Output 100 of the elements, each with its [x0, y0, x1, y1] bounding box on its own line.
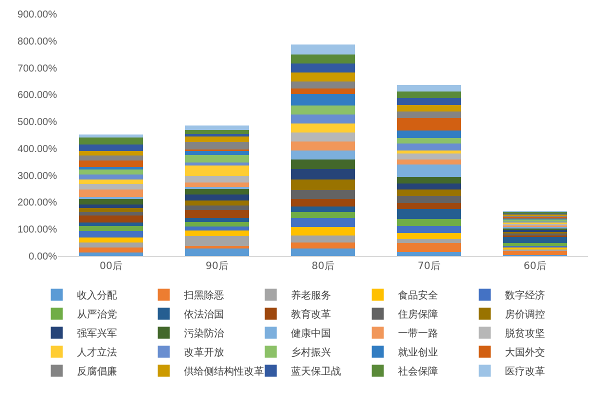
bar [397, 226, 461, 234]
legend-label: 乡村振兴 [290, 346, 331, 359]
legend-label: 污染防治 [184, 328, 224, 340]
bar [291, 190, 355, 199]
bar [291, 94, 355, 106]
bar [397, 118, 461, 131]
legend-label: 住房保障 [398, 308, 438, 321]
legend-label: 强军兴军 [76, 328, 117, 340]
legend-label: 就业创业 [398, 346, 438, 359]
bar [185, 248, 249, 256]
bar [185, 142, 249, 150]
y-tick-label: 400.00% [18, 144, 58, 155]
legend-label: 健康中国 [290, 328, 331, 340]
bar [397, 203, 461, 209]
bar [291, 168, 355, 180]
bar [397, 150, 461, 154]
legend-label: 反腐倡廉 [76, 366, 117, 378]
bar [291, 44, 355, 55]
legend-label: 依法治国 [184, 308, 224, 321]
bar [79, 134, 143, 138]
bar [397, 154, 461, 160]
bar [397, 218, 461, 226]
bar [291, 81, 355, 88]
bar [185, 189, 249, 195]
y-tick-label: 900.00% [18, 10, 58, 20]
y-tick-label: 600.00% [18, 90, 58, 102]
bar [397, 176, 461, 184]
bar [397, 104, 461, 112]
y-tick-label: 100.00% [18, 224, 58, 236]
bar [397, 164, 461, 177]
legend-label: 收入分配 [76, 290, 117, 302]
bar [185, 210, 249, 218]
bar [185, 194, 249, 201]
legend-label: 医疗改革 [504, 366, 545, 378]
bar [79, 237, 143, 243]
bar [79, 144, 143, 152]
bar [291, 64, 355, 73]
bar [79, 138, 143, 145]
bar [79, 204, 143, 208]
bar [185, 130, 249, 134]
bar [185, 222, 249, 226]
legend-label: 人才立法 [76, 346, 117, 359]
legend-label: 扫黑除恶 [182, 290, 224, 302]
bar [503, 237, 567, 243]
bar [291, 54, 355, 64]
bar [291, 141, 355, 151]
bar [79, 248, 143, 252]
bar [397, 130, 461, 138]
bar [503, 250, 567, 255]
bar [185, 206, 249, 210]
bar [185, 126, 249, 130]
bar [397, 189, 461, 196]
bar [79, 199, 143, 204]
legend-label: 蓝天保卫战 [290, 366, 341, 378]
bar [397, 252, 461, 256]
bar [397, 84, 461, 92]
bar [185, 218, 249, 222]
bar [79, 242, 143, 248]
bar [79, 226, 143, 231]
bar [291, 199, 355, 206]
x-tick-label: 00后 [100, 260, 122, 272]
bar [291, 72, 355, 82]
bar [79, 160, 143, 167]
bar [397, 238, 461, 243]
bar [185, 166, 249, 176]
legend-label: 食品安全 [398, 290, 438, 302]
bar [79, 222, 143, 226]
bar [291, 218, 355, 227]
y-tick-label: 700.00% [18, 63, 58, 74]
bar [79, 156, 143, 161]
bar [79, 208, 143, 212]
bar [185, 226, 249, 230]
y-tick-label: 0.00% [28, 252, 58, 262]
bar [291, 206, 355, 212]
bar [397, 138, 461, 144]
bar [185, 176, 249, 183]
legend-label: 改革开放 [184, 346, 224, 359]
bar [185, 200, 249, 206]
bar [397, 208, 461, 219]
bar [79, 169, 143, 175]
bar [185, 182, 249, 188]
legend-label: 教育改革 [290, 308, 331, 321]
bar [291, 179, 355, 190]
bar [291, 242, 355, 248]
bar [291, 88, 355, 94]
bar [397, 242, 461, 252]
bar [185, 136, 249, 142]
y-tick-label: 800.00% [18, 36, 58, 48]
bar [397, 159, 461, 165]
bar [79, 190, 143, 198]
x-tick-label: 60后 [524, 260, 546, 272]
bar [291, 226, 355, 236]
x-tick-label: 70后 [418, 260, 440, 272]
bar [79, 151, 143, 156]
bar [185, 162, 249, 166]
bar [185, 151, 249, 156]
bar [291, 160, 355, 169]
legend-label: 养老服务 [290, 290, 331, 302]
y-tick-label: 500.00% [18, 117, 58, 128]
bar [397, 112, 461, 118]
